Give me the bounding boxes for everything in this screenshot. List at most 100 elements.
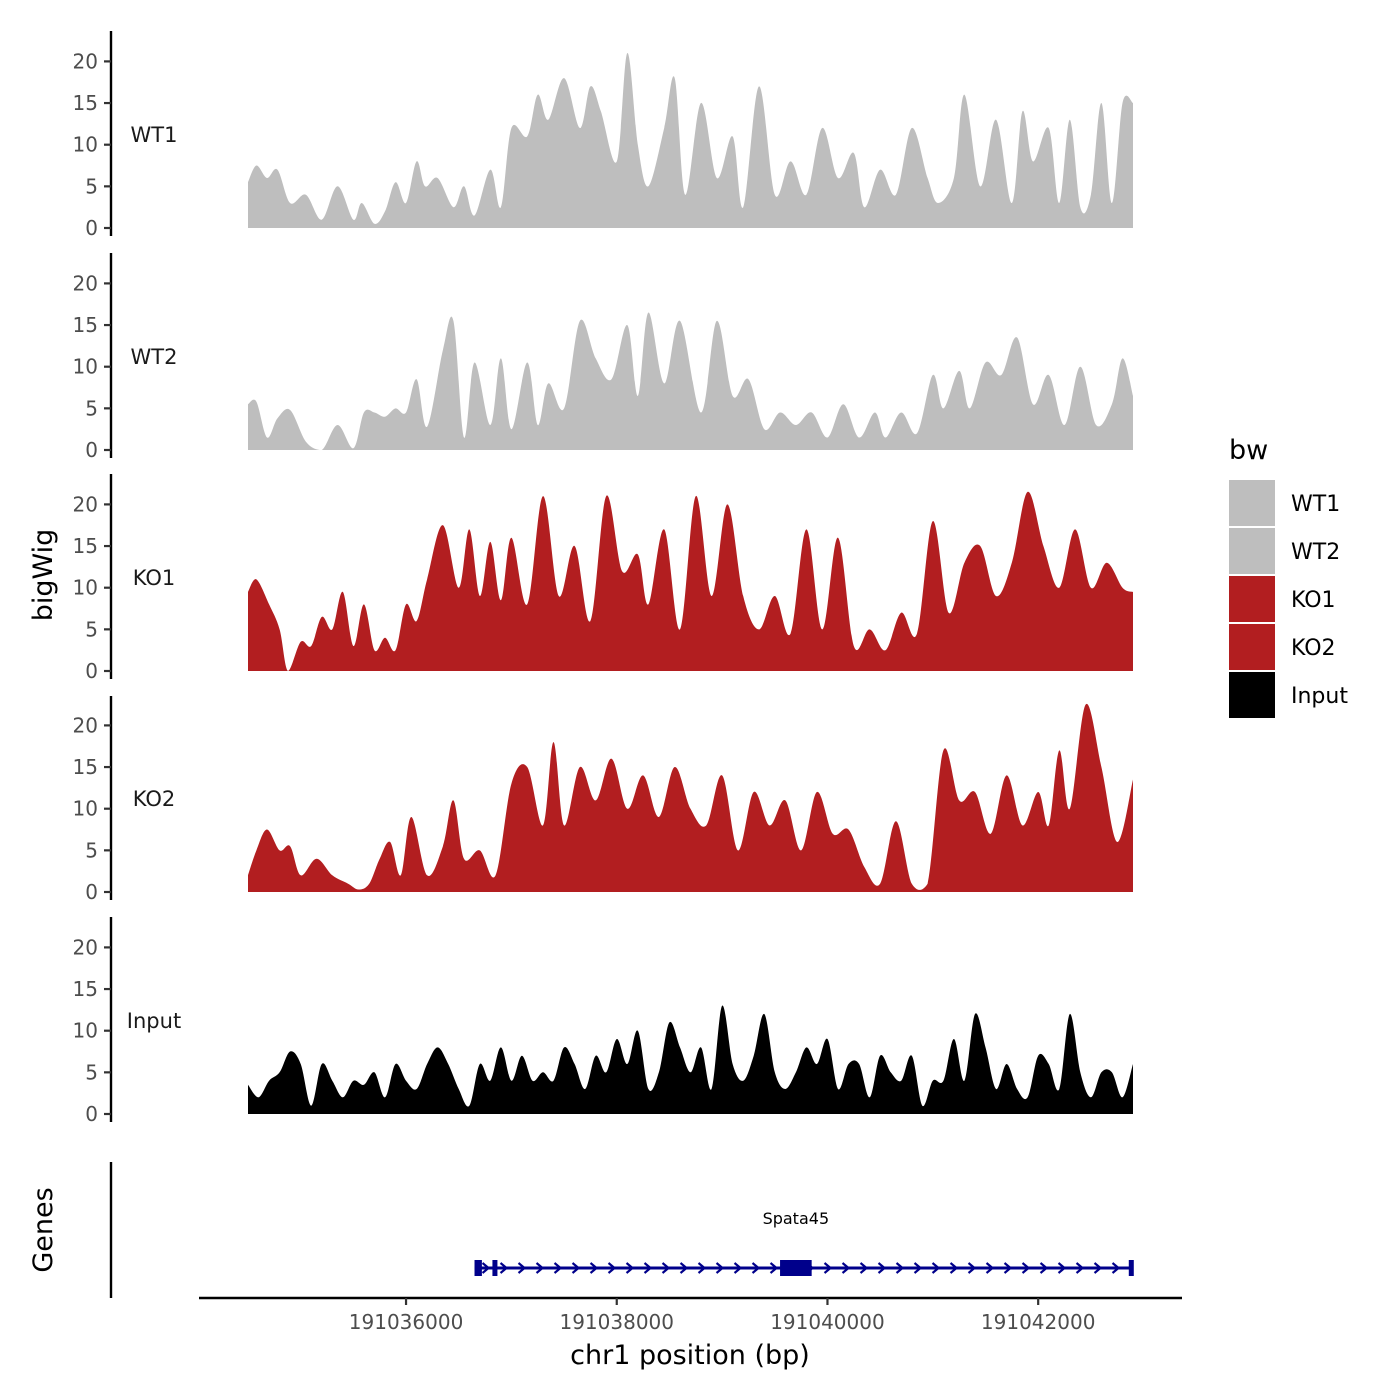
coverage-area-input xyxy=(248,1005,1133,1114)
y-tick-label: 0 xyxy=(85,880,98,904)
legend-title: bw xyxy=(1229,435,1268,466)
y-tick-label: 5 xyxy=(85,174,98,198)
strand-arrow xyxy=(625,1262,635,1274)
y-tick-label: 0 xyxy=(85,438,98,462)
strand-arrow xyxy=(931,1262,941,1274)
track-label: WT1 xyxy=(131,123,178,147)
strand-arrow xyxy=(499,1262,509,1274)
strand-arrow xyxy=(1093,1262,1103,1274)
strand-arrow xyxy=(823,1262,833,1274)
strand-arrow xyxy=(1111,1262,1121,1274)
track-wt1: 0 5 10 15 20 WT1 xyxy=(73,31,1133,240)
y-tick-label: 10 xyxy=(73,1019,98,1043)
gene-label: Spata45 xyxy=(763,1209,830,1228)
coverage-area-wt2 xyxy=(248,312,1133,450)
strand-arrow xyxy=(1003,1262,1013,1274)
y-tick-label: 20 xyxy=(73,49,98,73)
track-label: KO1 xyxy=(133,566,176,590)
strand-arrow xyxy=(697,1262,707,1274)
gene-model xyxy=(474,1260,1134,1276)
strand-arrow xyxy=(715,1262,725,1274)
gene-exon xyxy=(780,1260,812,1276)
track-ko2: 0 5 10 15 20 KO2 xyxy=(73,696,1133,904)
strand-arrow xyxy=(553,1262,563,1274)
legend-label-input: Input xyxy=(1291,684,1348,709)
y-tick-label: 0 xyxy=(85,216,98,240)
strand-arrow xyxy=(949,1262,959,1274)
track-label: Input xyxy=(127,1009,181,1033)
legend-swatch-ko1 xyxy=(1229,576,1275,622)
track-wt2: 0 5 10 15 20 WT2 xyxy=(73,253,1133,462)
x-tick-label: 191042000 xyxy=(981,1310,1096,1334)
y-tick-label: 10 xyxy=(73,133,98,157)
strand-arrow xyxy=(1075,1262,1085,1274)
strand-arrow xyxy=(751,1262,761,1274)
strand-arrow xyxy=(589,1262,599,1274)
strand-arrow xyxy=(985,1262,995,1274)
y-tick-label: 5 xyxy=(85,838,98,862)
strand-arrow xyxy=(841,1262,851,1274)
strand-arrow xyxy=(733,1262,743,1274)
y-tick-label: 20 xyxy=(73,935,98,959)
legend: bw WT1 WT2 KO1 KO2 Input xyxy=(1229,435,1348,718)
strand-arrow xyxy=(1057,1262,1067,1274)
strand-arrow xyxy=(571,1262,581,1274)
legend-swatch-ko2 xyxy=(1229,624,1275,670)
strand-arrow xyxy=(535,1262,545,1274)
legend-label-ko2: KO2 xyxy=(1291,636,1336,661)
strand-arrow xyxy=(517,1262,527,1274)
strand-arrow xyxy=(877,1262,887,1274)
y-tick-label: 15 xyxy=(73,755,98,779)
genes-panel: Genes Spata45 xyxy=(28,1162,1134,1298)
y-tick-label: 15 xyxy=(73,313,98,337)
track-label: KO2 xyxy=(133,787,176,811)
x-axis: 191036000 191038000 191040000 191042000 chr… xyxy=(199,1296,1182,1371)
strand-arrow xyxy=(1039,1262,1049,1274)
track-ko1: 0 5 10 15 20 KO1 xyxy=(73,474,1133,683)
x-ticks: 191036000 191038000 191040000 191042000 xyxy=(349,1298,1096,1334)
x-tick-label: 191038000 xyxy=(559,1310,674,1334)
y-tick-label: 20 xyxy=(73,271,98,295)
strand-arrow xyxy=(607,1262,617,1274)
strand-arrow xyxy=(967,1262,977,1274)
y-tick-label: 5 xyxy=(85,396,98,420)
strand-arrow xyxy=(913,1262,923,1274)
y-tick-label: 10 xyxy=(73,797,98,821)
y-tick-label: 20 xyxy=(73,713,98,737)
legend-swatch-wt2 xyxy=(1229,528,1275,574)
legend-label-wt2: WT2 xyxy=(1291,540,1340,565)
gene-exon xyxy=(474,1260,482,1276)
y-axis-title: bigWig xyxy=(28,529,59,622)
y-tick-label: 5 xyxy=(85,1060,98,1084)
track-panels: 0 5 10 15 20 WT1 0 5 10 15 20 WT2 0 5 10 15 20 KO1 0 5 10 15 2… xyxy=(73,31,1133,1126)
x-tick-label: 191040000 xyxy=(770,1310,885,1334)
coverage-area-ko1 xyxy=(248,491,1133,671)
legend-label-ko1: KO1 xyxy=(1291,588,1336,613)
y-tick-label: 10 xyxy=(73,576,98,600)
y-tick-label: 0 xyxy=(85,1102,98,1126)
gene-exon xyxy=(1128,1260,1134,1276)
strand-arrow xyxy=(769,1262,779,1274)
y-tick-label: 15 xyxy=(73,91,98,115)
legend-swatch-wt1 xyxy=(1229,480,1275,526)
legend-swatch-input xyxy=(1229,672,1275,718)
strand-arrow xyxy=(1021,1262,1031,1274)
y-tick-label: 5 xyxy=(85,617,98,641)
y-tick-label: 0 xyxy=(85,659,98,683)
strand-arrow xyxy=(643,1262,653,1274)
y-tick-label: 20 xyxy=(73,492,98,516)
strand-arrow xyxy=(661,1262,671,1274)
x-tick-label: 191036000 xyxy=(349,1310,464,1334)
legend-items: WT1 WT2 KO1 KO2 Input xyxy=(1229,480,1348,718)
coverage-area-wt1 xyxy=(248,53,1133,228)
strand-arrow xyxy=(895,1262,905,1274)
gene-exon xyxy=(492,1260,498,1276)
genes-axis-title: Genes xyxy=(28,1187,59,1272)
track-input: 0 5 10 15 20 Input xyxy=(73,917,1133,1126)
y-tick-label: 10 xyxy=(73,355,98,379)
strand-arrow xyxy=(859,1262,869,1274)
x-axis-title: chr1 position (bp) xyxy=(570,1340,810,1371)
y-tick-label: 15 xyxy=(73,534,98,558)
track-label: WT2 xyxy=(131,345,178,369)
